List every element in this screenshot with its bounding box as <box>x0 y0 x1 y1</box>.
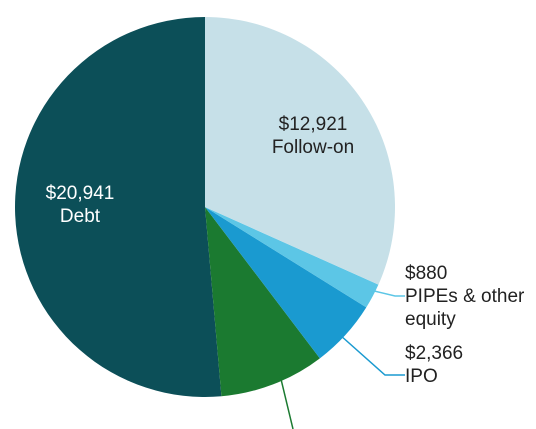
slice-label: $12,921 Follow-on <box>238 113 388 159</box>
pie-slice <box>205 17 396 285</box>
leader-line <box>339 334 405 376</box>
value-label: $2,366 <box>405 343 464 364</box>
category-label: PIPEs & other equity <box>405 286 525 330</box>
pie-slice <box>205 207 379 308</box>
category-label: IPO <box>405 366 438 387</box>
pie-slice <box>15 17 222 397</box>
category-label: Debt <box>59 206 101 227</box>
value-label: $20,941 <box>45 183 115 204</box>
slice-label: $2,366 IPO <box>405 342 525 388</box>
pie-slice <box>205 207 367 359</box>
category-label: Follow-on <box>271 137 355 158</box>
slice-label: $20,941 Debt <box>10 182 150 228</box>
value-label: $12,921 <box>278 114 348 135</box>
pie-slice <box>205 207 320 397</box>
slice-label: $880 PIPEs & other equity <box>405 262 525 331</box>
value-label: $880 <box>405 263 448 284</box>
leader-line <box>369 289 405 297</box>
leader-line <box>279 374 294 429</box>
